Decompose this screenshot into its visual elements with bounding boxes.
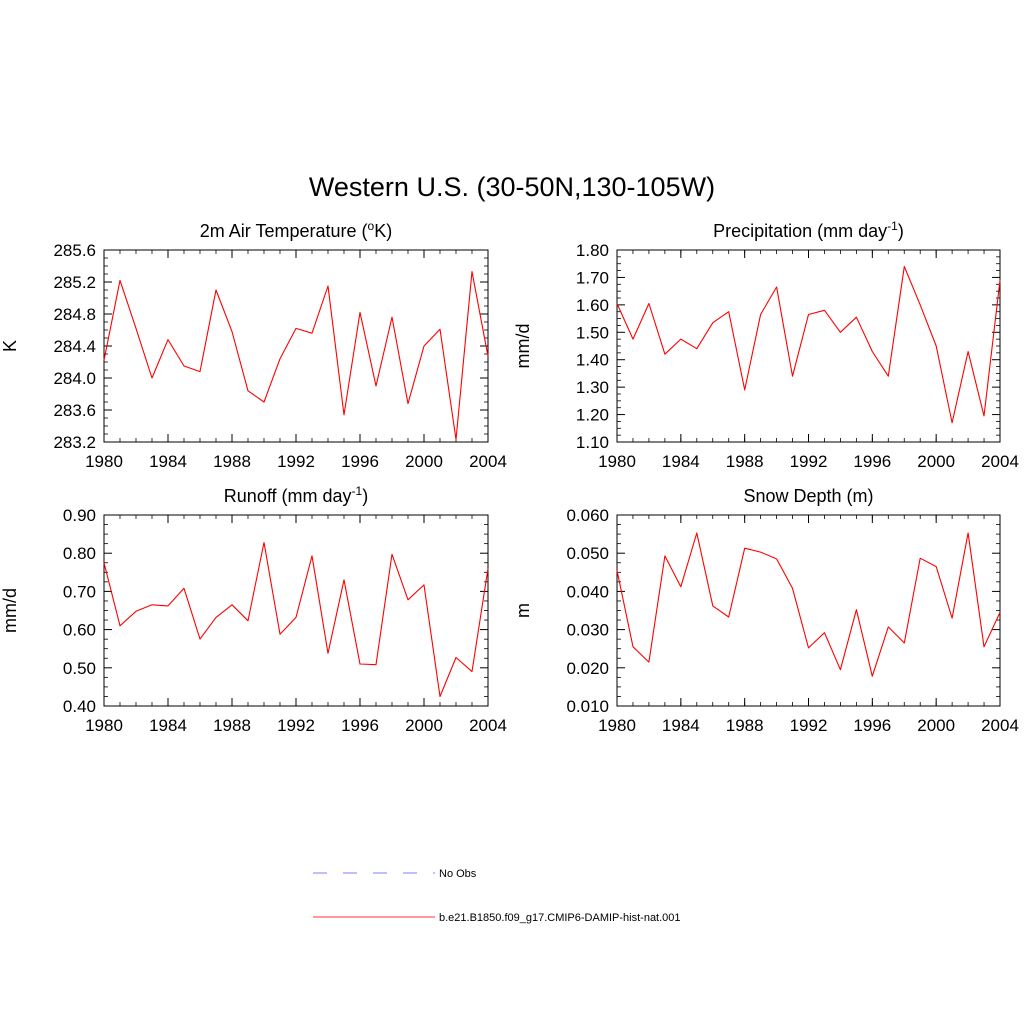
y-tick-label: 0.010 [566, 697, 609, 716]
plot-frame [103, 249, 489, 443]
x-tick-label: 1984 [149, 452, 187, 471]
y-tick-label: 284.0 [53, 369, 96, 388]
x-tick-label: 2004 [981, 716, 1019, 735]
x-tick-label: 1996 [853, 452, 891, 471]
y-tick-label: 1.20 [576, 406, 609, 425]
y-tick-label: 1.70 [576, 268, 609, 287]
x-tick-label: 2004 [469, 716, 507, 735]
legend-model-label: b.e21.B1850.f09_g17.CMIP6-DAMIP-hist-nat… [439, 912, 681, 924]
panel-1: 1980 1984 1988 1992 1996 2000 2004 283.2 283.6 28… [0, 219, 507, 471]
y-tick-label: 0.030 [566, 621, 609, 640]
x-tick-label: 1992 [790, 716, 828, 735]
y-tick-label: 285.2 [53, 273, 96, 292]
y-tick-label: 283.6 [53, 401, 96, 420]
x-tick-label: 1988 [726, 452, 764, 471]
y-tick-label: 284.4 [53, 337, 96, 356]
series-line [103, 541, 489, 698]
y-axis-label: m [513, 603, 533, 618]
x-tick-label: 1984 [662, 452, 700, 471]
panels: 1980 1984 1988 1992 1996 2000 2004 283.2 283.6 28… [0, 219, 1019, 735]
x-tick-label: 1980 [85, 716, 123, 735]
y-tick-label: 0.040 [566, 582, 609, 601]
legend: No Obs b.e21.B1850.f09_g17.CMIP6-DAMIP-h… [313, 868, 681, 924]
x-tick-label: 1996 [853, 716, 891, 735]
series-line [616, 265, 1001, 424]
x-tick-label: 1980 [598, 716, 636, 735]
y-tick-label: 0.060 [566, 506, 609, 525]
x-tick-label: 1988 [213, 716, 251, 735]
x-tick-label: 1988 [213, 452, 251, 471]
panel-title: Precipitation (mm day-1) [713, 219, 904, 241]
x-tick-label: 1992 [277, 452, 315, 471]
x-tick-label: 1992 [790, 452, 828, 471]
legend-no-obs-label: No Obs [439, 868, 477, 880]
y-axis-label: mm/d [0, 588, 20, 633]
y-tick-label: 0.40 [63, 697, 96, 716]
x-tick-label: 1996 [341, 452, 379, 471]
plot-frame [616, 514, 1001, 707]
x-tick-label: 2000 [405, 452, 443, 471]
panel-2: 1980 1984 1988 1992 1996 2000 2004 1.10 1.20 1.30… [513, 219, 1019, 471]
figure-title: Western U.S. (30-50N,130-105W) [309, 172, 715, 202]
panel-4: 1980 1984 1988 1992 1996 2000 2004 0.010 0.020 0.… [513, 486, 1019, 735]
x-tick-label: 2000 [917, 716, 955, 735]
x-tick-label: 1988 [726, 716, 764, 735]
panel-title: Runoff (mm day-1) [224, 484, 368, 506]
y-tick-label: 0.70 [63, 582, 96, 601]
y-tick-label: 0.60 [63, 621, 96, 640]
y-tick-label: 1.30 [576, 378, 609, 397]
y-tick-label: 0.020 [566, 659, 609, 678]
x-tick-label: 2004 [981, 452, 1019, 471]
x-tick-label: 1984 [149, 716, 187, 735]
x-tick-label: 2000 [405, 716, 443, 735]
panel-title: 2m Air Temperature (oK) [200, 219, 392, 241]
plot-frame [103, 514, 489, 707]
x-tick-label: 1996 [341, 716, 379, 735]
y-tick-label: 1.50 [576, 323, 609, 342]
y-axis-label: K [0, 340, 20, 352]
series-line [103, 271, 489, 441]
x-tick-label: 1984 [662, 716, 700, 735]
x-tick-label: 1980 [85, 452, 123, 471]
panel-3: 1980 1984 1988 1992 1996 2000 2004 0.40 0.50 0.60… [0, 484, 507, 735]
y-tick-label: 0.50 [63, 659, 96, 678]
panel-title: Snow Depth (m) [743, 486, 873, 506]
y-tick-label: 0.050 [566, 544, 609, 563]
plot-frame [616, 249, 1001, 443]
x-tick-label: 2000 [917, 452, 955, 471]
y-axis-label: mm/d [513, 324, 533, 369]
y-tick-label: 283.2 [53, 433, 96, 452]
y-tick-label: 1.60 [576, 296, 609, 315]
y-tick-label: 284.8 [53, 305, 96, 324]
x-tick-label: 2004 [469, 452, 507, 471]
x-tick-label: 1992 [277, 716, 315, 735]
series-line [616, 532, 1001, 677]
y-tick-label: 1.40 [576, 351, 609, 370]
y-tick-label: 0.90 [63, 506, 96, 525]
y-tick-label: 1.80 [576, 241, 609, 260]
y-tick-label: 1.10 [576, 433, 609, 452]
y-tick-label: 285.6 [53, 241, 96, 260]
x-tick-label: 1980 [598, 452, 636, 471]
y-tick-label: 0.80 [63, 544, 96, 563]
